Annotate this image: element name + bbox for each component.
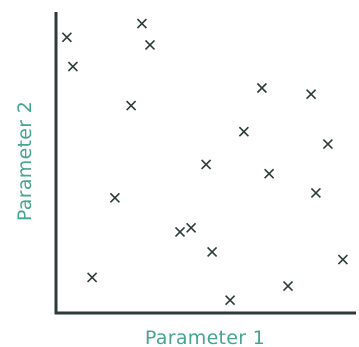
data-point-5	[126, 100, 137, 111]
data-point-13	[109, 192, 120, 203]
x-axis-label: Parameter 1	[145, 327, 265, 347]
data-point-10	[201, 159, 212, 170]
data-point-2	[67, 61, 78, 72]
data-point-6	[256, 82, 267, 94]
data-point-16	[207, 246, 218, 258]
data-point-9	[322, 139, 333, 150]
data-point-7	[306, 89, 317, 100]
data-point-8	[238, 126, 249, 137]
data-points	[61, 18, 348, 306]
y-axis-label: Parameter 2	[14, 101, 36, 221]
data-point-15	[186, 222, 197, 233]
data-point-17	[337, 254, 348, 265]
data-point-19	[282, 281, 294, 292]
data-point-12	[310, 187, 321, 198]
data-point-14	[174, 226, 186, 237]
data-point-11	[264, 168, 275, 179]
data-point-1	[61, 32, 72, 43]
data-point-20	[225, 295, 236, 306]
data-point-4	[144, 39, 156, 50]
data-point-18	[87, 272, 98, 283]
data-point-3	[136, 18, 147, 29]
